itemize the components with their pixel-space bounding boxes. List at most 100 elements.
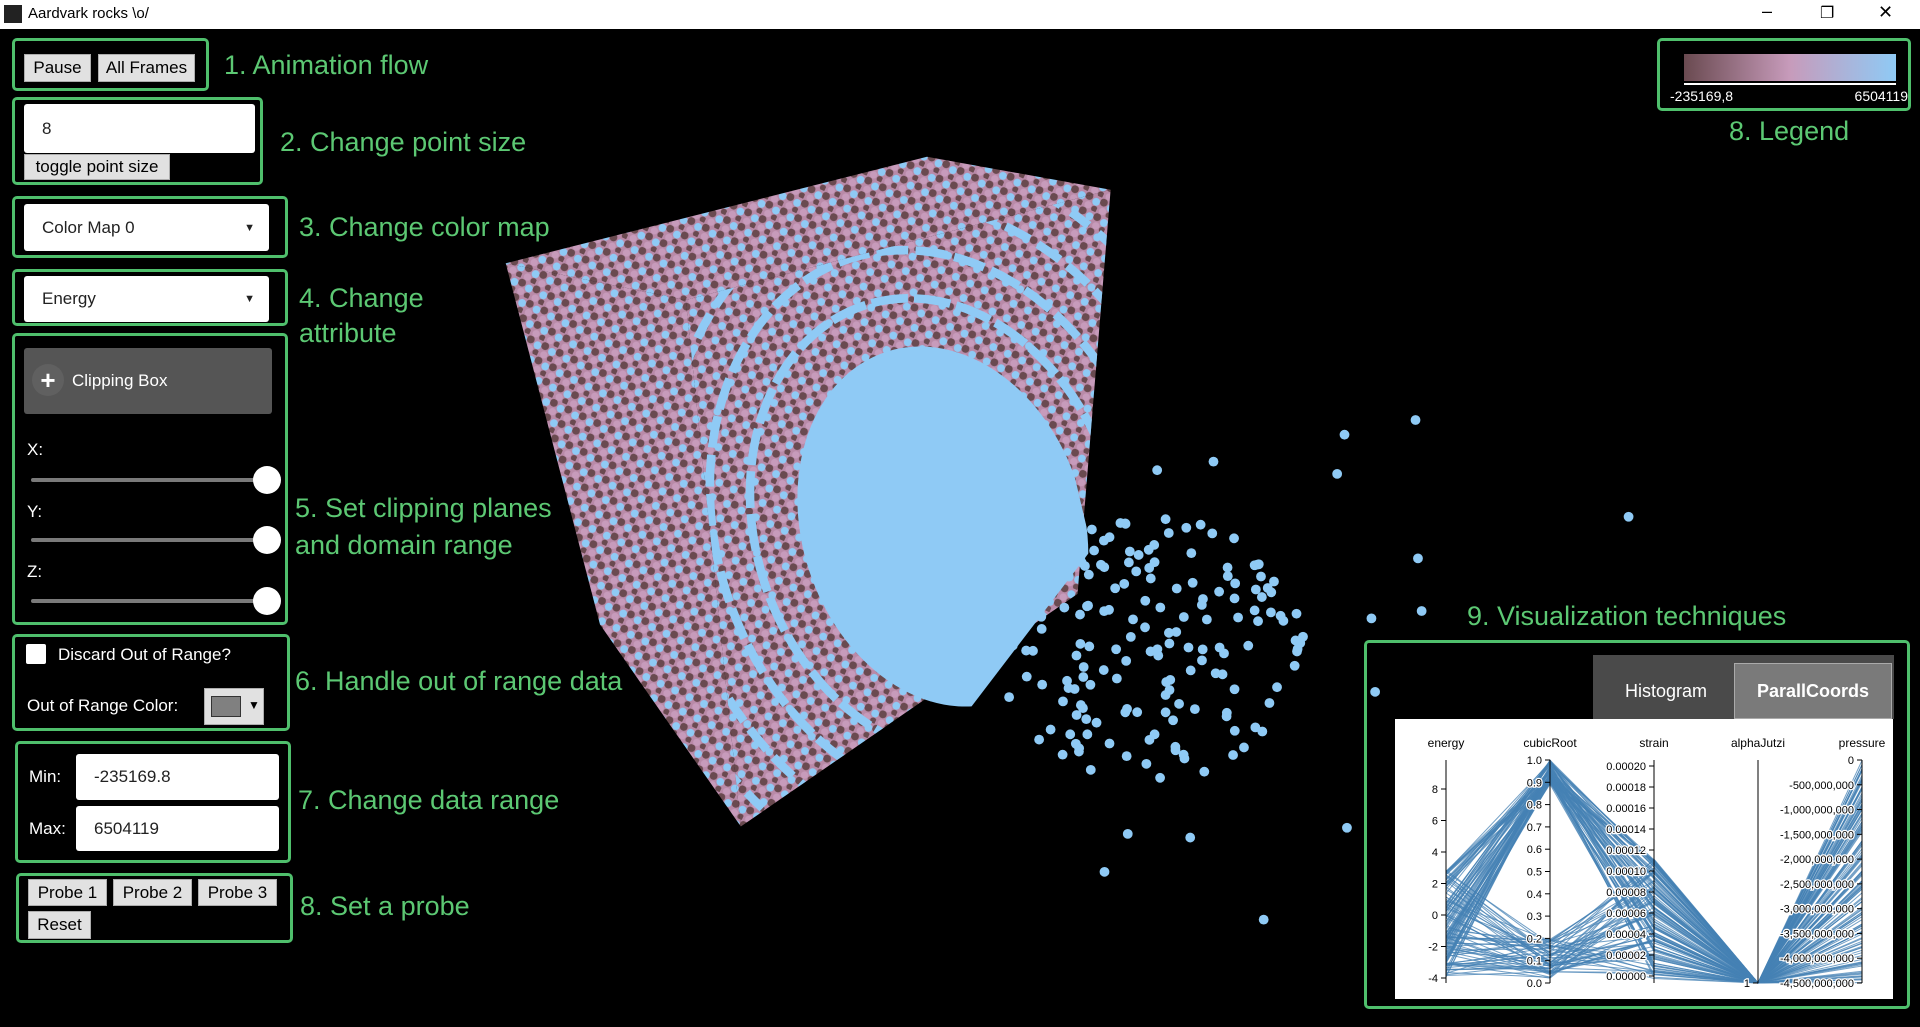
tab-selected[interactable]: ParallCoords: [1734, 663, 1892, 719]
cloud-point: [1239, 742, 1249, 753]
cloud-point: [1122, 828, 1133, 839]
minimize[interactable]: –: [1762, 1, 1773, 21]
cloud-point: [1253, 616, 1263, 627]
cloud-point: [1291, 608, 1302, 619]
cloud-point: [1266, 607, 1276, 618]
cloud-point: [1161, 677, 1172, 687]
probe-button[interactable]: Probe 2: [113, 879, 192, 906]
cloud-point: [1078, 662, 1089, 672]
cloud-point: [1140, 622, 1150, 633]
axis-name: pressure: [1839, 736, 1886, 750]
tick-label: 6: [1432, 816, 1438, 828]
cloud-point: [1085, 679, 1096, 690]
cloud-point: [1078, 703, 1088, 714]
axis-name: strain: [1639, 736, 1668, 750]
cloud-point: [1075, 538, 1086, 549]
legend-axis: [1684, 83, 1896, 85]
cloud-point: [1187, 577, 1198, 588]
color-swatch: [211, 696, 241, 717]
cloud-point: [1243, 640, 1254, 651]
annotation: 8. Legend: [1729, 116, 1850, 146]
cloud-point: [1210, 668, 1221, 679]
cloud-point: [1366, 613, 1377, 624]
tick-label: 0.00016: [1606, 803, 1646, 815]
tick-label: 0.00010: [1606, 866, 1646, 878]
all-frames-button[interactable]: All Frames: [98, 54, 195, 82]
tick-label: 0.00014: [1606, 824, 1646, 836]
color-map-dropdown[interactable]: Color Map 0 ▼: [24, 204, 269, 251]
cloud-point: [1149, 540, 1160, 550]
z-slider[interactable]: [31, 599, 267, 603]
attribute-dropdown[interactable]: Energy ▼: [24, 276, 269, 322]
tick-label: 0.00008: [1606, 887, 1646, 899]
cloud-point: [1110, 583, 1121, 594]
x-slider[interactable]: [31, 478, 267, 482]
annotation: 8. Set a probe: [300, 891, 470, 921]
probe-button[interactable]: Probe 1: [28, 879, 107, 906]
cloud-point: [1051, 558, 1062, 569]
pause-button[interactable]: Pause: [24, 54, 91, 82]
cloud-point: [1257, 726, 1268, 737]
cloud-point: [1144, 563, 1155, 573]
cloud-point: [1091, 717, 1102, 728]
point-size-input[interactable]: 8: [24, 104, 255, 153]
cloud-point: [1063, 571, 1074, 582]
cloud-point: [1199, 766, 1210, 777]
slider-knob[interactable]: [253, 526, 281, 554]
tab[interactable]: Histogram: [1624, 680, 1708, 701]
axis-name: cubicRoot: [1523, 736, 1577, 750]
cloud-point: [1131, 566, 1142, 577]
cloud-point: [1071, 650, 1082, 661]
cloud-point: [1171, 583, 1182, 594]
annotation: 3. Change color map: [299, 212, 550, 242]
min-input[interactable]: -235169.8: [76, 754, 279, 800]
tick-label: 0.5: [1527, 867, 1542, 879]
color-map-group: [12, 196, 288, 258]
cloud-point: [1164, 685, 1175, 695]
cloud-point: [1111, 644, 1122, 655]
cloud-point: [1061, 532, 1072, 543]
cloud-point: [1208, 456, 1219, 467]
cloud-point: [1034, 734, 1045, 745]
discard-checkbox[interactable]: [26, 644, 46, 664]
cloud-point: [1229, 593, 1240, 604]
cloud-point: [1045, 724, 1056, 735]
max-input[interactable]: 6504119: [76, 806, 279, 851]
color-picker[interactable]: ▼: [204, 688, 264, 725]
tick-label: 0.2: [1527, 933, 1542, 945]
cloud-point: [1289, 660, 1300, 671]
cloud-point: [1121, 751, 1132, 762]
picker-arrow: ▼: [248, 698, 260, 712]
tick-label: 0.00006: [1606, 908, 1646, 920]
cloud-point: [1104, 738, 1115, 749]
slider-knob[interactable]: [253, 466, 281, 494]
probe-button[interactable]: Probe 3: [198, 879, 277, 906]
cloud-point: [1141, 758, 1152, 769]
slider-knob[interactable]: [253, 587, 281, 615]
annotation: attribute: [299, 318, 397, 348]
cloud-point: [1083, 569, 1094, 580]
annotation: 4. Change: [299, 283, 424, 313]
cloud-point: [1264, 698, 1275, 708]
tick-label: 0.7: [1527, 822, 1542, 834]
cloud-point: [1124, 546, 1135, 557]
cloud-point: [1145, 573, 1156, 584]
cloud-point: [1098, 665, 1109, 675]
cloud-core: [797, 346, 1089, 707]
y-slider[interactable]: [31, 538, 267, 542]
close[interactable]: ✕: [1878, 2, 1894, 22]
cloud-point: [1164, 638, 1175, 649]
parallel-coordinates: energy 8 6 4 2 0 -2 -4 cubicRoot 1.0 0.9 0.8 0.7 0.6 0…: [1395, 719, 1893, 999]
cloud-point: [1020, 581, 1031, 592]
reset-button[interactable]: Reset: [28, 911, 91, 939]
clipping-box-button[interactable]: + Clipping Box: [24, 348, 272, 414]
restore[interactable]: ❐: [1820, 5, 1835, 22]
tick-label: -2,000,000,000: [1780, 854, 1854, 866]
annotation: 6. Handle out of range data: [295, 666, 623, 696]
cloud-point: [1065, 729, 1076, 740]
tick-label: 8: [1432, 784, 1438, 796]
cloud-point: [1021, 645, 1032, 656]
button-label: Clipping Box: [72, 371, 168, 390]
toggle-point-size[interactable]: toggle point size: [24, 154, 170, 180]
